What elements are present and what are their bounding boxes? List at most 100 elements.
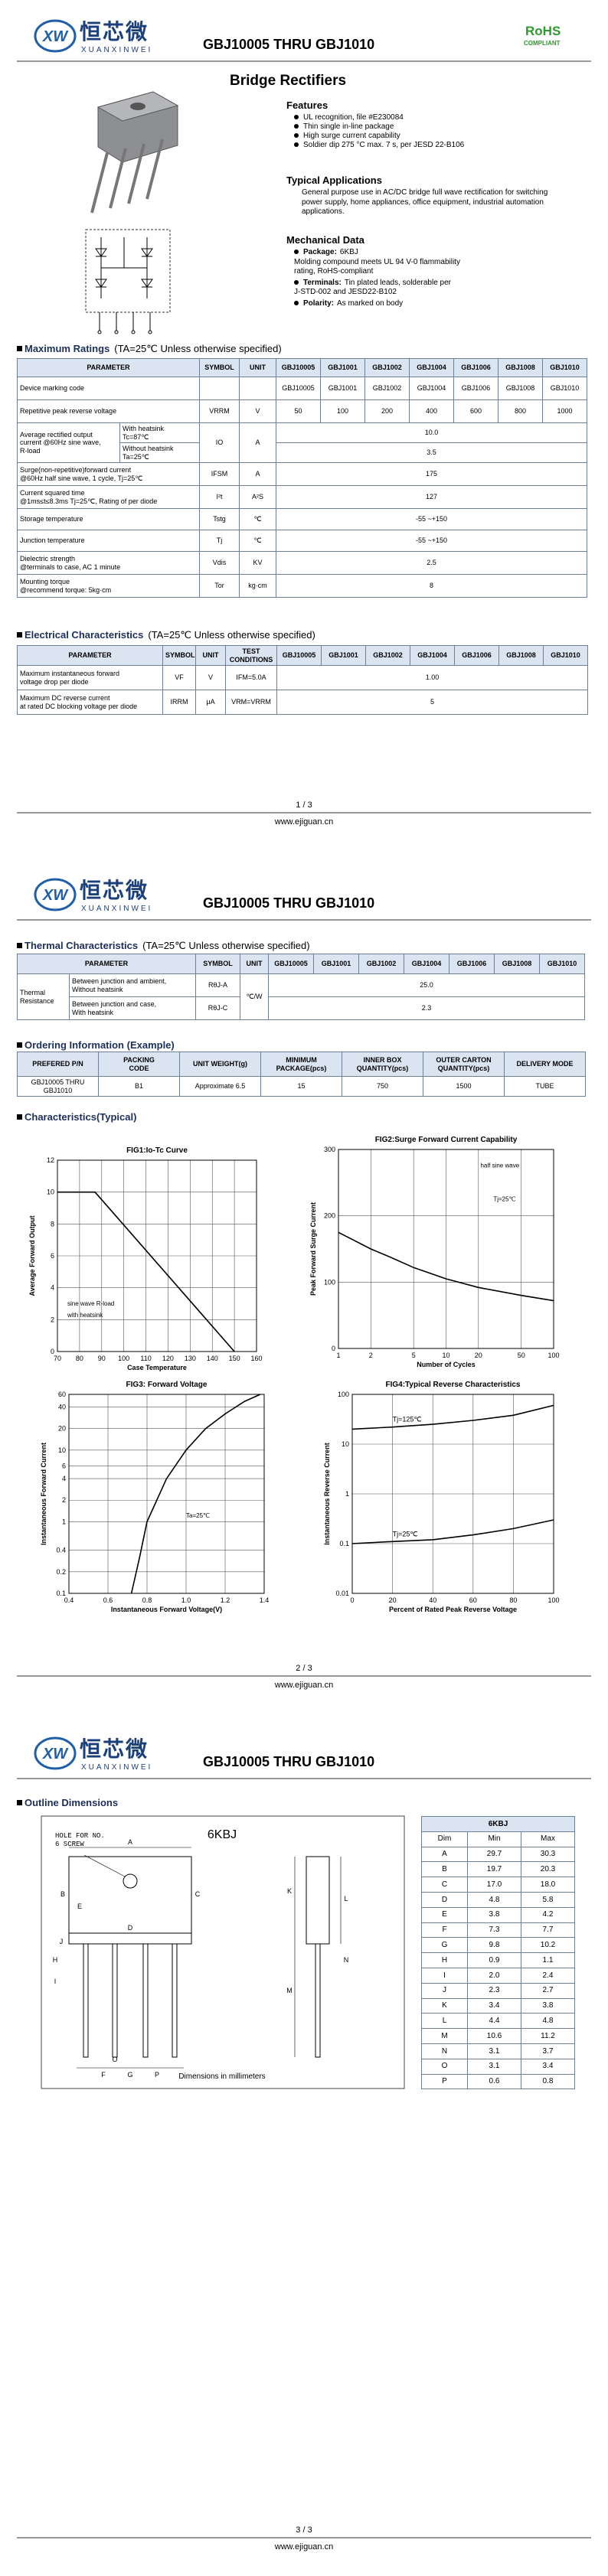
electrical-table: PARAMETER SYMBOL UNIT TEST CONDITIONS GBJ100… <box>17 645 588 715</box>
table-cell: GBJ10005 <box>276 377 321 400</box>
table-row: B 19.7 20.3 <box>421 1861 575 1878</box>
table-row: K 3.4 3.8 <box>421 1997 575 2014</box>
y-tick-label: 6 <box>51 1252 54 1260</box>
feature-item: High surge current capability <box>294 132 400 142</box>
lead <box>172 1943 178 2058</box>
x-tick-label: 90 <box>98 1355 106 1362</box>
table-cell: Maximum DC reverse current at rated DC b… <box>17 690 163 715</box>
website: www.ejiguan.cn <box>274 817 334 827</box>
circuit-pin <box>114 330 119 334</box>
x-tick-label: 5 <box>412 1352 416 1359</box>
hole-leader <box>83 1854 126 1877</box>
table-cell: 3.4 <box>467 1997 521 2014</box>
table-cell: 50 <box>276 399 321 423</box>
x-tick-label: 120 <box>162 1355 174 1362</box>
table-header-cell: GBJ1010 <box>543 645 588 666</box>
page-number: 1 / 3 <box>296 801 312 810</box>
table-cell: Dim <box>421 1831 468 1847</box>
product-title: Bridge Rectifiers <box>230 73 347 89</box>
plot-frame <box>57 1159 257 1352</box>
table-cell: ℃ <box>239 508 276 530</box>
table-cell: IFM=5.0A <box>225 665 277 690</box>
lead <box>112 1943 118 2058</box>
website: www.ejiguan.cn <box>274 2542 334 2552</box>
y-tick-label: 0.2 <box>56 1568 66 1576</box>
y-tick-label: 4 <box>62 1475 66 1482</box>
table-cell: H <box>421 1952 468 1968</box>
table-cell: Max <box>521 1831 575 1847</box>
table-cell: 2.3 <box>268 996 585 1020</box>
table-row: PARAMETER SYMBOL UNIT TEST CONDITIONS GBJ100… <box>17 645 588 666</box>
x-tick-label: 10 <box>442 1352 449 1359</box>
part-range: GBJ10005 THRU GBJ1010 <box>203 37 375 52</box>
side-lead <box>315 1943 321 2058</box>
table-cell: ℃/W <box>240 973 269 1020</box>
chart-title: FIG4:Typical Reverse Characteristics <box>385 1381 520 1389</box>
table-cell: RθJ-A <box>195 973 240 997</box>
table-cell: 800 <box>498 399 543 423</box>
table-cell: Current squared time @1ms≤t≤8.3ms Tj=25℃… <box>17 485 200 509</box>
ordering-table: PREFERED P/N PACKING CODE UNIT WEIGHT(g) MI… <box>17 1052 586 1097</box>
x-axis-label: Case Temperature <box>127 1364 187 1371</box>
table-row: Repetitive peak reverse voltage VRRM V 50 10… <box>17 399 587 423</box>
table-cell: GBJ1004 <box>409 377 454 400</box>
section-condition: (TA=25℃ Unless otherwise specified) <box>142 940 310 951</box>
table-cell: 400 <box>409 399 454 423</box>
table-body: 6KBJ Dim Min Max A 29.7 30.3 B 19.7 20.3 C 17.0 18.0… <box>421 1816 575 2090</box>
page-number: 3 / 3 <box>296 2525 312 2535</box>
table-header-cell: GBJ1004 <box>410 645 455 666</box>
dimension-letter: N <box>344 1956 349 1964</box>
applications-text: General purpose use in AC/DC bridge full… <box>302 188 548 216</box>
mechanical-item: Terminals: Tin plated leads, solderable p… <box>294 279 554 298</box>
table-row: Mounting torque @recommend torque: 5kg·c… <box>17 574 587 598</box>
table-cell: D <box>421 1891 468 1908</box>
chart-title: FIG1:Io-Tc Curve <box>126 1146 188 1155</box>
section-title-text: Electrical Characteristics <box>25 629 144 641</box>
table-header-cell: GBJ1002 <box>364 358 410 377</box>
lead <box>83 1943 89 2058</box>
series-label: Tj=125℃ <box>393 1416 422 1423</box>
circuit-pin <box>148 330 152 334</box>
section-title-text: Thermal Characteristics <box>25 940 139 951</box>
y-axis-label: Peak Forward Surge Current <box>309 1202 317 1296</box>
table-cell: A <box>239 422 276 463</box>
y-tick-label: 0.1 <box>56 1590 66 1597</box>
x-tick-label: 0 <box>350 1596 354 1604</box>
table-cell: 175 <box>276 462 587 486</box>
table-cell: 4.4 <box>467 2013 521 2030</box>
table-row: Maximum DC reverse current at rated DC b… <box>17 690 588 715</box>
x-tick-label: 110 <box>140 1355 151 1362</box>
y-tick-label: 100 <box>324 1278 335 1286</box>
table-cell: V <box>239 399 276 423</box>
x-tick-label: 80 <box>509 1596 517 1604</box>
table-cell: 19.7 <box>467 1861 521 1878</box>
table-header-cell: GBJ1006 <box>454 645 499 666</box>
table-cell: Tstg <box>199 508 240 530</box>
table-row: D 4.8 5.8 <box>421 1891 575 1908</box>
part-range: GBJ10005 THRU GBJ1010 <box>203 895 375 911</box>
table-cell: 4.8 <box>521 2013 575 2030</box>
table-header-cell: GBJ1008 <box>494 954 540 974</box>
x-tick-label: 20 <box>389 1596 397 1604</box>
table-header-cell: GBJ1008 <box>498 645 544 666</box>
table-body: PARAMETER SYMBOL UNIT TEST CONDITIONS GBJ100… <box>17 645 588 715</box>
package-name: 6KBJ <box>208 1828 237 1841</box>
feature-text: UL recognition, file #E230084 <box>303 113 404 122</box>
package-lead <box>127 143 145 204</box>
dimension-letter: J <box>60 1938 64 1945</box>
y-tick-label: 20 <box>58 1425 66 1433</box>
table-cell: 8 <box>276 574 587 598</box>
table-row: N 3.1 3.7 <box>421 2043 575 2059</box>
table-header-cell: GBJ1002 <box>358 954 404 974</box>
table-cell: KV <box>239 551 276 575</box>
table-header-cell: GBJ10005 <box>276 645 322 666</box>
x-tick-label: 1.4 <box>260 1596 270 1604</box>
table-cell: 3.4 <box>521 2058 575 2075</box>
table-cell: L <box>421 2013 468 2030</box>
table-row: I 2.0 2.4 <box>421 1967 575 1984</box>
chart-annotation: with heatsink <box>67 1312 103 1319</box>
dimension-letter: C <box>195 1890 201 1898</box>
table-row: F 7.3 7.7 <box>421 1922 575 1939</box>
